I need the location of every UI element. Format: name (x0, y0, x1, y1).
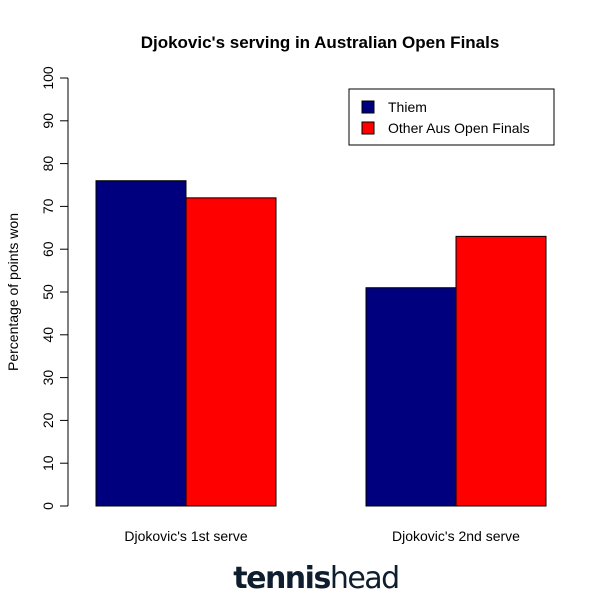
y-tick-label: 20 (40, 412, 56, 428)
y-tick-label: 80 (40, 156, 56, 172)
bar-other-finals-2 (455, 235, 547, 507)
x-tick-label: Djokovic's 2nd serve (392, 528, 520, 544)
y-tick-label: 10 (40, 455, 56, 471)
y-tick-label: 100 (40, 66, 56, 90)
legend-label: Thiem (388, 99, 427, 115)
logo-text-head: head (330, 561, 399, 596)
y-tick-label: 60 (40, 241, 56, 257)
tennishead-logo: tennishead (233, 561, 400, 596)
svg-text:tennishead: tennishead (233, 561, 398, 596)
legend-swatch (361, 100, 375, 114)
x-axis-labels: Djokovic's 1st serve Djokovic's 2nd serve (124, 528, 520, 544)
legend-box (348, 88, 555, 146)
legend-swatch (361, 121, 375, 135)
logo-text-tennis: tennis (233, 561, 330, 596)
bar-thiem-1 (95, 180, 187, 507)
y-tick-label: 70 (40, 198, 56, 214)
bar-other-finals-1 (185, 197, 277, 507)
bar-thiem-2 (365, 287, 457, 507)
y-axis-label: Percentage of points won (5, 213, 21, 371)
y-axis: 0 10 20 30 40 50 60 70 80 90 100 (40, 66, 69, 510)
y-tick-label: 90 (40, 113, 56, 129)
y-tick-label: 0 (40, 502, 56, 510)
y-tick-label: 50 (40, 284, 56, 300)
bars (95, 180, 547, 507)
legend: Thiem Other Aus Open Finals (348, 88, 555, 146)
y-tick-label: 30 (40, 370, 56, 386)
legend-label: Other Aus Open Finals (388, 120, 530, 136)
chart-title: Djokovic's serving in Australian Open Fi… (141, 33, 500, 52)
y-tick-label: 40 (40, 327, 56, 343)
x-tick-label: Djokovic's 1st serve (124, 528, 247, 544)
